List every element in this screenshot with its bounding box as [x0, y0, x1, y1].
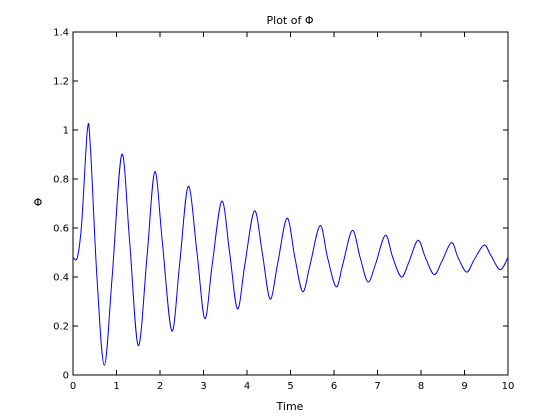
- series-group: [72, 122, 509, 366]
- axis-ticks: 0 1 2 3 4 5 6 7 8 9 10 0 0.2 0.4 0.6 0.8 1 1.2 1.4: [53, 28, 514, 393]
- y-tick-label: 1.2: [53, 77, 69, 88]
- y-tick-label: 1.4: [53, 28, 69, 39]
- x-tick-label: 10: [502, 381, 515, 392]
- y-tick-label: 0.4: [53, 273, 69, 284]
- chart-title: Plot of Φ: [267, 14, 314, 27]
- y-tick-label: 0.8: [53, 175, 69, 186]
- x-tick-label: 9: [461, 381, 467, 392]
- x-tick-label: 2: [157, 381, 163, 392]
- x-tick-label: 6: [331, 381, 337, 392]
- x-tick-label: 0: [70, 381, 76, 392]
- y-tick-label: 0: [63, 371, 69, 382]
- y-axis-title: Φ: [34, 196, 43, 209]
- x-tick-label: 3: [200, 381, 206, 392]
- y-tick-label: 0.2: [53, 322, 69, 333]
- y-tick-label: 1: [63, 126, 69, 137]
- x-tick-label: 7: [374, 381, 380, 392]
- plot-area-frame: [72, 31, 509, 376]
- x-tick-label: 8: [418, 381, 424, 392]
- y-tick-label: 0.6: [53, 224, 69, 235]
- x-tick-label: 5: [287, 381, 293, 392]
- series-line-0: [72, 122, 509, 366]
- x-tick-label: 4: [244, 381, 250, 392]
- x-tick-label: 1: [113, 381, 119, 392]
- x-axis-title: Time: [276, 400, 304, 413]
